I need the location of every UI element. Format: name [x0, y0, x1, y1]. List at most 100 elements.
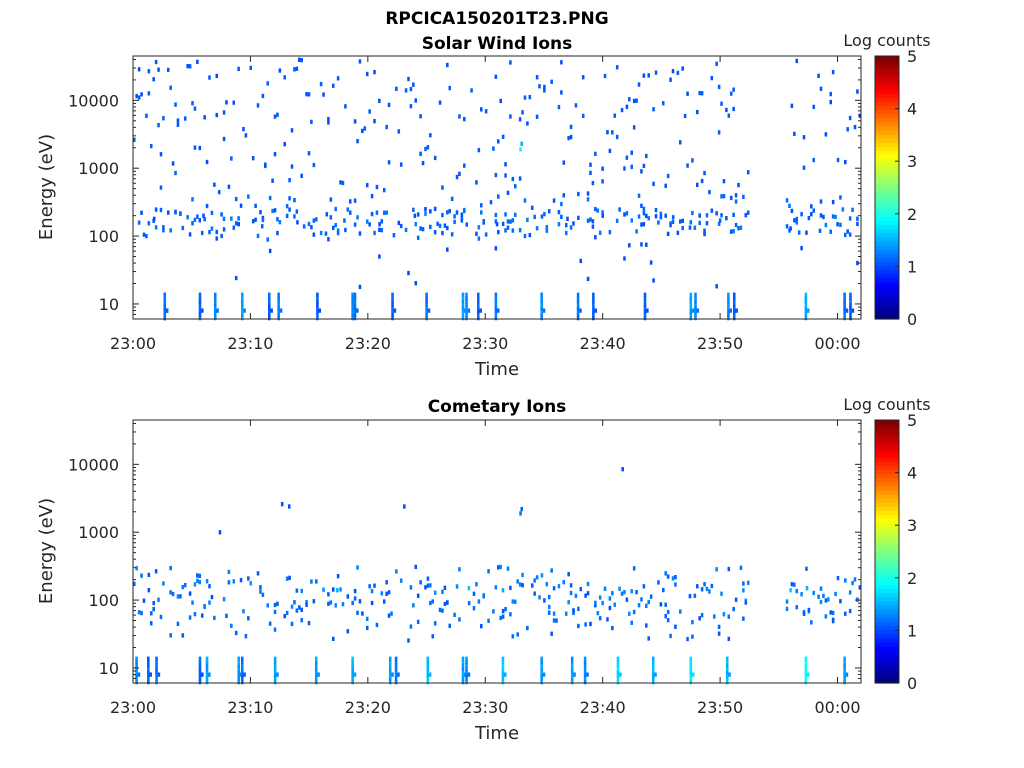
heatmap-cell [540, 679, 543, 685]
heatmap-cell [584, 593, 587, 598]
heatmap-cell [450, 232, 454, 237]
heatmap-cell [237, 656, 241, 661]
heatmap-cell [564, 223, 568, 228]
heatmap-cell [201, 308, 204, 313]
heatmap-cell [391, 292, 394, 297]
heatmap-cell [472, 591, 476, 596]
heatmap-cell [669, 77, 672, 82]
heatmap-cell [666, 173, 670, 179]
heatmap-cell [453, 214, 456, 219]
heatmap-cell [793, 131, 796, 137]
heatmap-cell [700, 612, 704, 618]
heatmap-cell [836, 222, 839, 227]
colorbar-segment [875, 236, 899, 242]
heatmap-cell [732, 106, 735, 112]
heatmap-cell [137, 672, 141, 677]
heatmap-cell [361, 128, 364, 134]
heatmap-cell [476, 305, 480, 311]
heatmap-cell [611, 130, 614, 135]
heatmap-cell [564, 611, 568, 616]
plot-frame [132, 55, 862, 320]
heatmap-cell [277, 292, 280, 297]
heatmap-cell [461, 669, 465, 675]
heatmap-cell [331, 225, 335, 231]
heatmap-cell [623, 212, 626, 217]
y-tick-label: 10000 [68, 455, 119, 474]
heatmap-cell [234, 630, 238, 636]
heatmap-cell [429, 600, 432, 606]
heatmap-cell [526, 121, 529, 126]
heatmap-cell [506, 225, 510, 230]
heatmap-cell [824, 222, 828, 228]
heatmap-cell [314, 679, 318, 685]
heatmap-cell [351, 600, 354, 606]
heatmap-cell [592, 315, 595, 321]
heatmap-cell [412, 207, 415, 212]
heatmap-cell [679, 219, 682, 224]
heatmap-cell [147, 663, 150, 668]
heatmap-cell [513, 599, 517, 604]
heatmap-cell [812, 104, 816, 110]
heatmap-cell [630, 218, 634, 223]
x-tick-label: 23:00 [110, 334, 156, 353]
colorbar-segment [875, 650, 899, 655]
heatmap-cell [315, 579, 318, 584]
heatmap-cell [356, 610, 359, 616]
heatmap-cell [849, 312, 852, 317]
colorbar-segment [875, 199, 899, 205]
heatmap-cell [348, 210, 352, 215]
heatmap-cell [705, 213, 709, 218]
heatmap-cell [705, 221, 709, 226]
colorbar-tick-label: 0 [907, 310, 917, 329]
heatmap-cell [475, 582, 478, 587]
heatmap-cell [664, 571, 667, 576]
y-axis-label: Energy (eV) [36, 134, 57, 240]
heatmap-cell [287, 504, 291, 509]
heatmap-cell [391, 305, 394, 311]
heatmap-cell [133, 137, 136, 142]
heatmap-cell [727, 309, 730, 314]
heatmap-cell [844, 578, 847, 583]
heatmap-cell [343, 218, 346, 223]
heatmap-cell [147, 673, 150, 678]
colorbar-segment [875, 191, 899, 197]
heatmap-cell [370, 211, 374, 217]
heatmap-cell [583, 659, 587, 665]
heatmap-cell [652, 107, 655, 112]
heatmap-cell [654, 214, 658, 219]
colorbar-label: Log counts [843, 395, 930, 414]
heatmap-cell [344, 227, 347, 233]
heatmap-cell [576, 295, 580, 301]
heatmap-cell [616, 663, 620, 668]
colorbar-segment [875, 662, 899, 668]
heatmap-cell [689, 669, 693, 675]
heatmap-cell [642, 584, 646, 589]
heatmap-cell [499, 564, 502, 570]
heatmap-cell [518, 228, 522, 233]
colorbar-segment [875, 485, 899, 491]
heatmap-cell [244, 634, 248, 639]
colorbar-segment [875, 461, 899, 466]
colorbar-segment [875, 101, 899, 106]
heatmap-cell [843, 656, 846, 661]
heatmap-cell [851, 207, 854, 212]
heatmap-cell [654, 70, 658, 75]
heatmap-cell [397, 129, 401, 134]
heatmap-cell [316, 295, 319, 301]
heatmap-cell [725, 676, 729, 681]
heatmap-cell [576, 312, 580, 317]
heatmap-cell [213, 292, 217, 297]
heatmap-cell [312, 218, 316, 223]
colorbar-segment [875, 117, 899, 123]
heatmap-cell [694, 312, 697, 317]
heatmap-cell [523, 95, 527, 100]
heatmap-cell [385, 124, 388, 130]
heatmap-cell [198, 573, 202, 579]
heatmap-cell [856, 89, 859, 94]
heatmap-cell [499, 98, 502, 104]
heatmap-cell [540, 315, 543, 321]
heatmap-cell [642, 222, 646, 227]
heatmap-cell [853, 124, 857, 130]
